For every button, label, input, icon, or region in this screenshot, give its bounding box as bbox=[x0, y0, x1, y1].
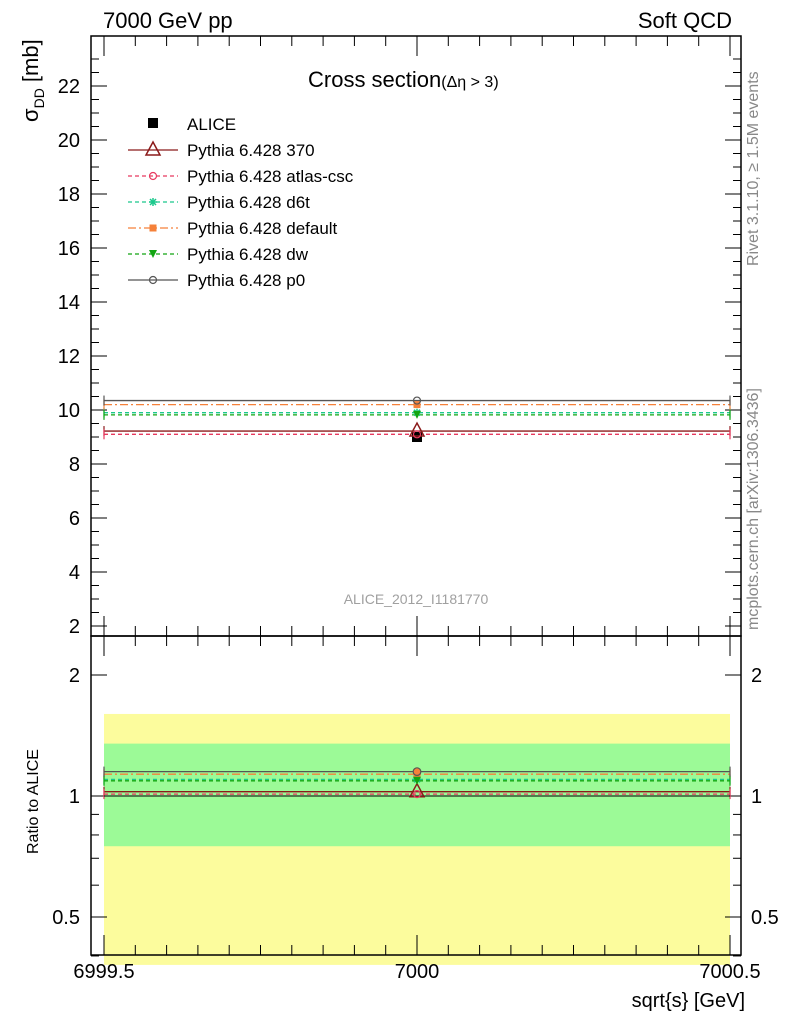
main-y-tick-label: 14 bbox=[58, 292, 80, 314]
legend-label: Pythia 6.428 p0 bbox=[187, 271, 305, 290]
ratio-y-axis-label: Ratio to ALICE bbox=[25, 749, 42, 854]
series-marker-ratio bbox=[412, 767, 422, 777]
y-label-unit: [mb] bbox=[18, 39, 43, 88]
x-tick-label: 7000.5 bbox=[699, 961, 760, 983]
legend-label: Pythia 6.428 default bbox=[187, 219, 338, 238]
header-left: 7000 GeV pp bbox=[103, 8, 233, 33]
main-y-tick-label: 12 bbox=[58, 346, 80, 368]
legend-label-alice: ALICE bbox=[187, 115, 236, 134]
circle-marker bbox=[148, 171, 158, 181]
data-square-marker bbox=[148, 118, 158, 128]
legend-marker bbox=[144, 140, 162, 156]
circle-marker bbox=[412, 789, 422, 799]
ratio-y-tick-label-right: 1 bbox=[751, 786, 762, 808]
legend-label: Pythia 6.428 d6t bbox=[187, 193, 310, 212]
triangle-marker bbox=[144, 140, 162, 156]
star-marker bbox=[149, 198, 157, 206]
y-label-sigma: σ bbox=[18, 108, 43, 122]
main-y-tick-label: 2 bbox=[69, 616, 80, 638]
main-y-tick-label: 18 bbox=[58, 184, 80, 206]
triangle-down-marker bbox=[413, 410, 421, 419]
x-tick-label: 6999.5 bbox=[73, 961, 134, 983]
triangle-down-marker bbox=[149, 250, 157, 258]
ratio-y-tick-label-right: 0.5 bbox=[751, 907, 779, 929]
legend-marker bbox=[149, 250, 157, 258]
ratio-y-tick-label-left: 1 bbox=[69, 786, 80, 808]
triangle-marker bbox=[408, 421, 426, 437]
legend-marker bbox=[149, 224, 157, 232]
series-marker-ratio bbox=[408, 782, 426, 798]
ratio-y-tick-label-left: 2 bbox=[69, 665, 80, 687]
analysis-watermark: ALICE_2012_I1181770 bbox=[344, 591, 489, 607]
series-marker-ratio bbox=[412, 789, 422, 799]
plot-title: Cross section(Δη > 3) bbox=[308, 67, 499, 92]
legend-marker bbox=[149, 198, 157, 206]
legend-marker bbox=[148, 171, 158, 181]
triangle-down-marker bbox=[413, 776, 421, 785]
header-right: Soft QCD bbox=[637, 8, 732, 33]
triangle-marker bbox=[408, 782, 426, 798]
circle-marker bbox=[412, 430, 422, 439]
series-marker-main bbox=[412, 396, 422, 405]
data-square-marker bbox=[412, 432, 422, 442]
series-marker-main bbox=[408, 421, 426, 437]
legend-marker-alice bbox=[148, 118, 158, 128]
plot-title-sub: (Δη > 3) bbox=[441, 74, 498, 91]
main-y-tick-label: 8 bbox=[69, 454, 80, 476]
main-y-axis-label: σDD [mb] bbox=[18, 39, 47, 122]
y-label-subscript: DD bbox=[31, 88, 47, 108]
main-y-tick-label: 20 bbox=[58, 130, 80, 152]
series-marker-main bbox=[413, 410, 421, 419]
legend-label: Pythia 6.428 dw bbox=[187, 245, 309, 264]
ratio-y-tick-label-left: 0.5 bbox=[52, 907, 80, 929]
circle-marker bbox=[148, 275, 158, 285]
legend-marker bbox=[148, 275, 158, 285]
main-y-tick-label: 10 bbox=[58, 400, 80, 422]
ratio-inner-band bbox=[104, 743, 730, 847]
main-y-tick-label: 4 bbox=[69, 562, 80, 584]
legend-label: Pythia 6.428 370 bbox=[187, 141, 315, 160]
legend-label: Pythia 6.428 atlas-csc bbox=[187, 167, 354, 186]
series-marker-main bbox=[412, 430, 422, 439]
x-axis-label: sqrt{s} [GeV] bbox=[632, 990, 745, 1012]
alice-data-point bbox=[412, 432, 422, 442]
ratio-y-tick-label-right: 2 bbox=[751, 665, 762, 687]
x-tick-label: 7000 bbox=[395, 961, 440, 983]
series-marker-ratio bbox=[413, 776, 421, 785]
square-marker bbox=[149, 224, 157, 232]
main-y-tick-label: 6 bbox=[69, 508, 80, 530]
main-y-tick-label: 16 bbox=[58, 238, 80, 260]
circle-marker bbox=[412, 396, 422, 405]
plot-title-main: Cross section bbox=[308, 67, 441, 92]
main-y-tick-label: 22 bbox=[58, 76, 80, 98]
